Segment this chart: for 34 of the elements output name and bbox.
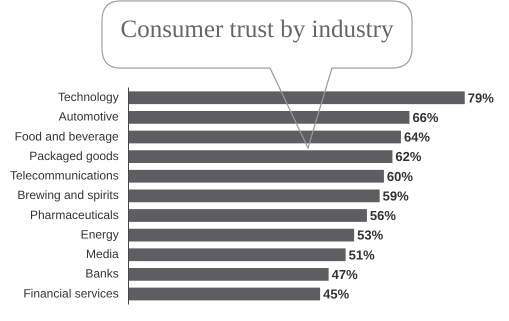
y-tick-label: Automotive bbox=[58, 110, 120, 124]
data-label: 62% bbox=[395, 149, 422, 164]
data-label: 79% bbox=[468, 90, 494, 106]
bar bbox=[128, 248, 346, 262]
y-tick-label: Pharmaceuticals bbox=[30, 208, 119, 222]
data-label: 59% bbox=[382, 188, 410, 204]
y-tick-label: Food and beverage bbox=[14, 129, 120, 144]
chart-title: Consumer trust by industry bbox=[120, 16, 394, 44]
data-label: 45% bbox=[323, 286, 350, 302]
bar bbox=[128, 228, 354, 242]
y-tick-label: Media bbox=[86, 247, 120, 262]
y-tick-label: Packaged goods bbox=[29, 148, 119, 163]
bar bbox=[128, 111, 410, 124]
bar bbox=[128, 91, 465, 104]
data-label: 66% bbox=[412, 110, 439, 126]
bar bbox=[128, 288, 320, 300]
bar bbox=[128, 130, 401, 144]
y-tick-label: Brewing and spirits bbox=[17, 188, 119, 202]
data-label: 64% bbox=[404, 130, 430, 145]
data-label: 51% bbox=[348, 247, 376, 262]
bar bbox=[128, 268, 329, 281]
y-tick-label: Technology bbox=[58, 90, 119, 104]
y-tick-label: Energy bbox=[80, 227, 119, 242]
bar bbox=[128, 150, 392, 164]
data-label: 47% bbox=[332, 266, 358, 282]
bar bbox=[128, 190, 380, 202]
bar bbox=[128, 170, 384, 183]
y-tick-label: Financial services bbox=[23, 286, 119, 300]
y-tick-label: Banks bbox=[85, 266, 119, 281]
data-label: 60% bbox=[386, 168, 414, 184]
data-label: 56% bbox=[370, 208, 396, 224]
bar bbox=[128, 209, 367, 222]
y-tick-label: Telecommunications bbox=[10, 168, 119, 183]
data-label: 53% bbox=[357, 228, 384, 243]
